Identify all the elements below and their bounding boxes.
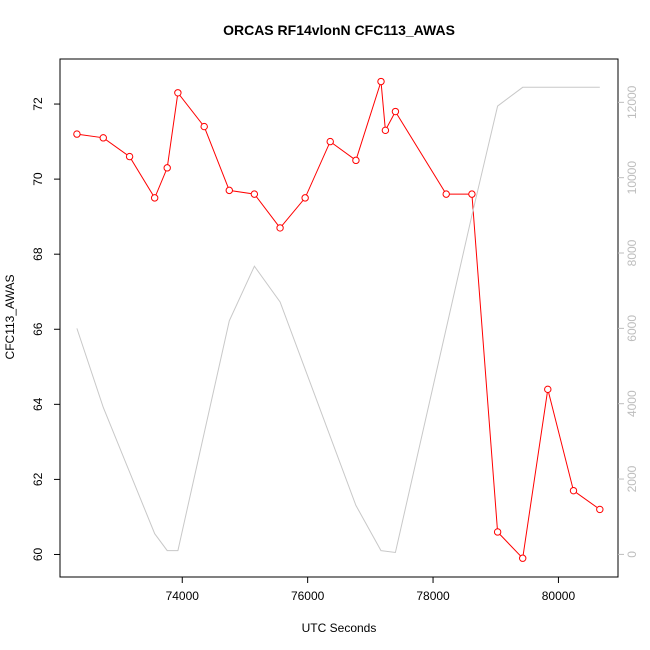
cfc113-data-point — [352, 156, 360, 165]
cfc113-data-point — [442, 190, 450, 198]
chart-title: ORCAS RF14vlonN CFC113_AWAS — [223, 22, 455, 38]
cfc113-data-point — [596, 505, 604, 514]
cfc113-data-point — [377, 77, 385, 86]
cfc113-data-point — [225, 186, 233, 195]
plot-frame — [59, 58, 619, 578]
y2-tick-label: 2000 — [625, 465, 639, 492]
cfc113-data-point — [519, 554, 527, 562]
y2-tick-label: 0 — [625, 551, 639, 558]
y-axis-label: CFC113_AWAS — [3, 275, 17, 360]
cfc113-data-point — [468, 190, 476, 198]
y-tick-label: 70 — [31, 172, 45, 186]
cfc113-series-line — [76, 81, 601, 560]
y2-tick-label: 10000 — [625, 161, 639, 195]
cfc113-data-point — [381, 126, 390, 135]
y-tick-label: 72 — [31, 97, 45, 111]
x-tick-label: 76000 — [291, 589, 325, 603]
cfc113-data-point — [276, 224, 284, 232]
x-tick-label: 78000 — [416, 589, 450, 603]
cfc113-data-point — [150, 194, 159, 202]
cfc113-data-point — [73, 130, 81, 138]
cfc113-data-point — [301, 194, 309, 202]
y-tick-label: 66 — [31, 322, 45, 336]
y2-tick-label: 8000 — [625, 239, 639, 266]
cfc113-data-point — [99, 134, 107, 142]
y-tick-label: 64 — [31, 397, 45, 411]
cfc113-data-point — [200, 122, 208, 131]
y-tick-label: 62 — [31, 472, 45, 486]
x-tick-label: 80000 — [542, 589, 576, 603]
cfc113-data-point — [391, 107, 400, 116]
cfc113-data-point — [569, 486, 578, 495]
cfc113-data-point — [125, 152, 134, 161]
y2-tick-label: 12000 — [625, 85, 639, 119]
cfc113-data-point — [544, 385, 552, 394]
x-axis-label: UTC Seconds — [302, 621, 377, 635]
altitude-series-line — [76, 86, 600, 554]
axes: 74000 76000 78000 80000 60 62 64 66 68 70 72 0 2000 4… — [31, 85, 639, 603]
cfc113-data-point — [174, 89, 182, 97]
cfc113-data-point — [163, 164, 171, 172]
x-tick-label: 74000 — [166, 589, 200, 603]
series-layer — [73, 77, 604, 562]
cfc113-data-point — [250, 190, 259, 198]
y2-tick-label: 6000 — [625, 315, 639, 342]
cfc113-data-point — [326, 137, 334, 146]
cfc113-data-point — [493, 528, 502, 536]
y-tick-label: 60 — [31, 547, 45, 561]
y2-tick-label: 4000 — [625, 390, 639, 417]
y-tick-label: 68 — [31, 247, 45, 261]
